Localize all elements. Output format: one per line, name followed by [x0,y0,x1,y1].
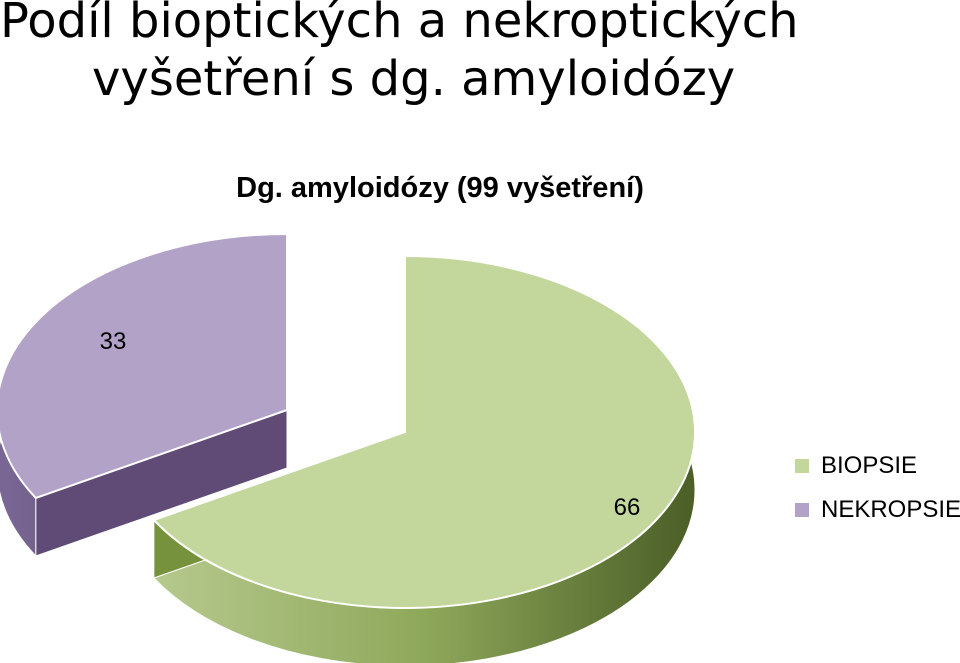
data-label-biopsie: 66 [614,494,641,521]
slide-title: Podíl bioptických a nekroptických vyšetř… [0,0,960,108]
pie-slice-top-biopsie [152,254,696,609]
legend-label-biopsie: BIOPSIE [821,452,918,479]
pie-slice-biopsie [152,254,696,663]
legend-item-nekropsie: NEKROPSIE [795,488,960,532]
pie-slice-top-nekropsie [0,232,288,500]
slide-title-line2: vyšetření s dg. amyloidózy [92,51,736,107]
chart-title: Dg. amyloidózy (99 vyšetření) [236,172,644,204]
pie-slice-nekropsie [0,232,288,558]
legend-item-biopsie: BIOPSIE [795,444,960,488]
legend-swatch-nekropsie [795,503,809,517]
data-label-nekropsie: 33 [100,328,127,355]
legend: BIOPSIE NEKROPSIE [795,444,960,532]
legend-swatch-biopsie [795,459,809,473]
slide-title-line1: Podíl bioptických a nekroptických [0,0,799,49]
legend-label-nekropsie: NEKROPSIE [821,496,960,523]
